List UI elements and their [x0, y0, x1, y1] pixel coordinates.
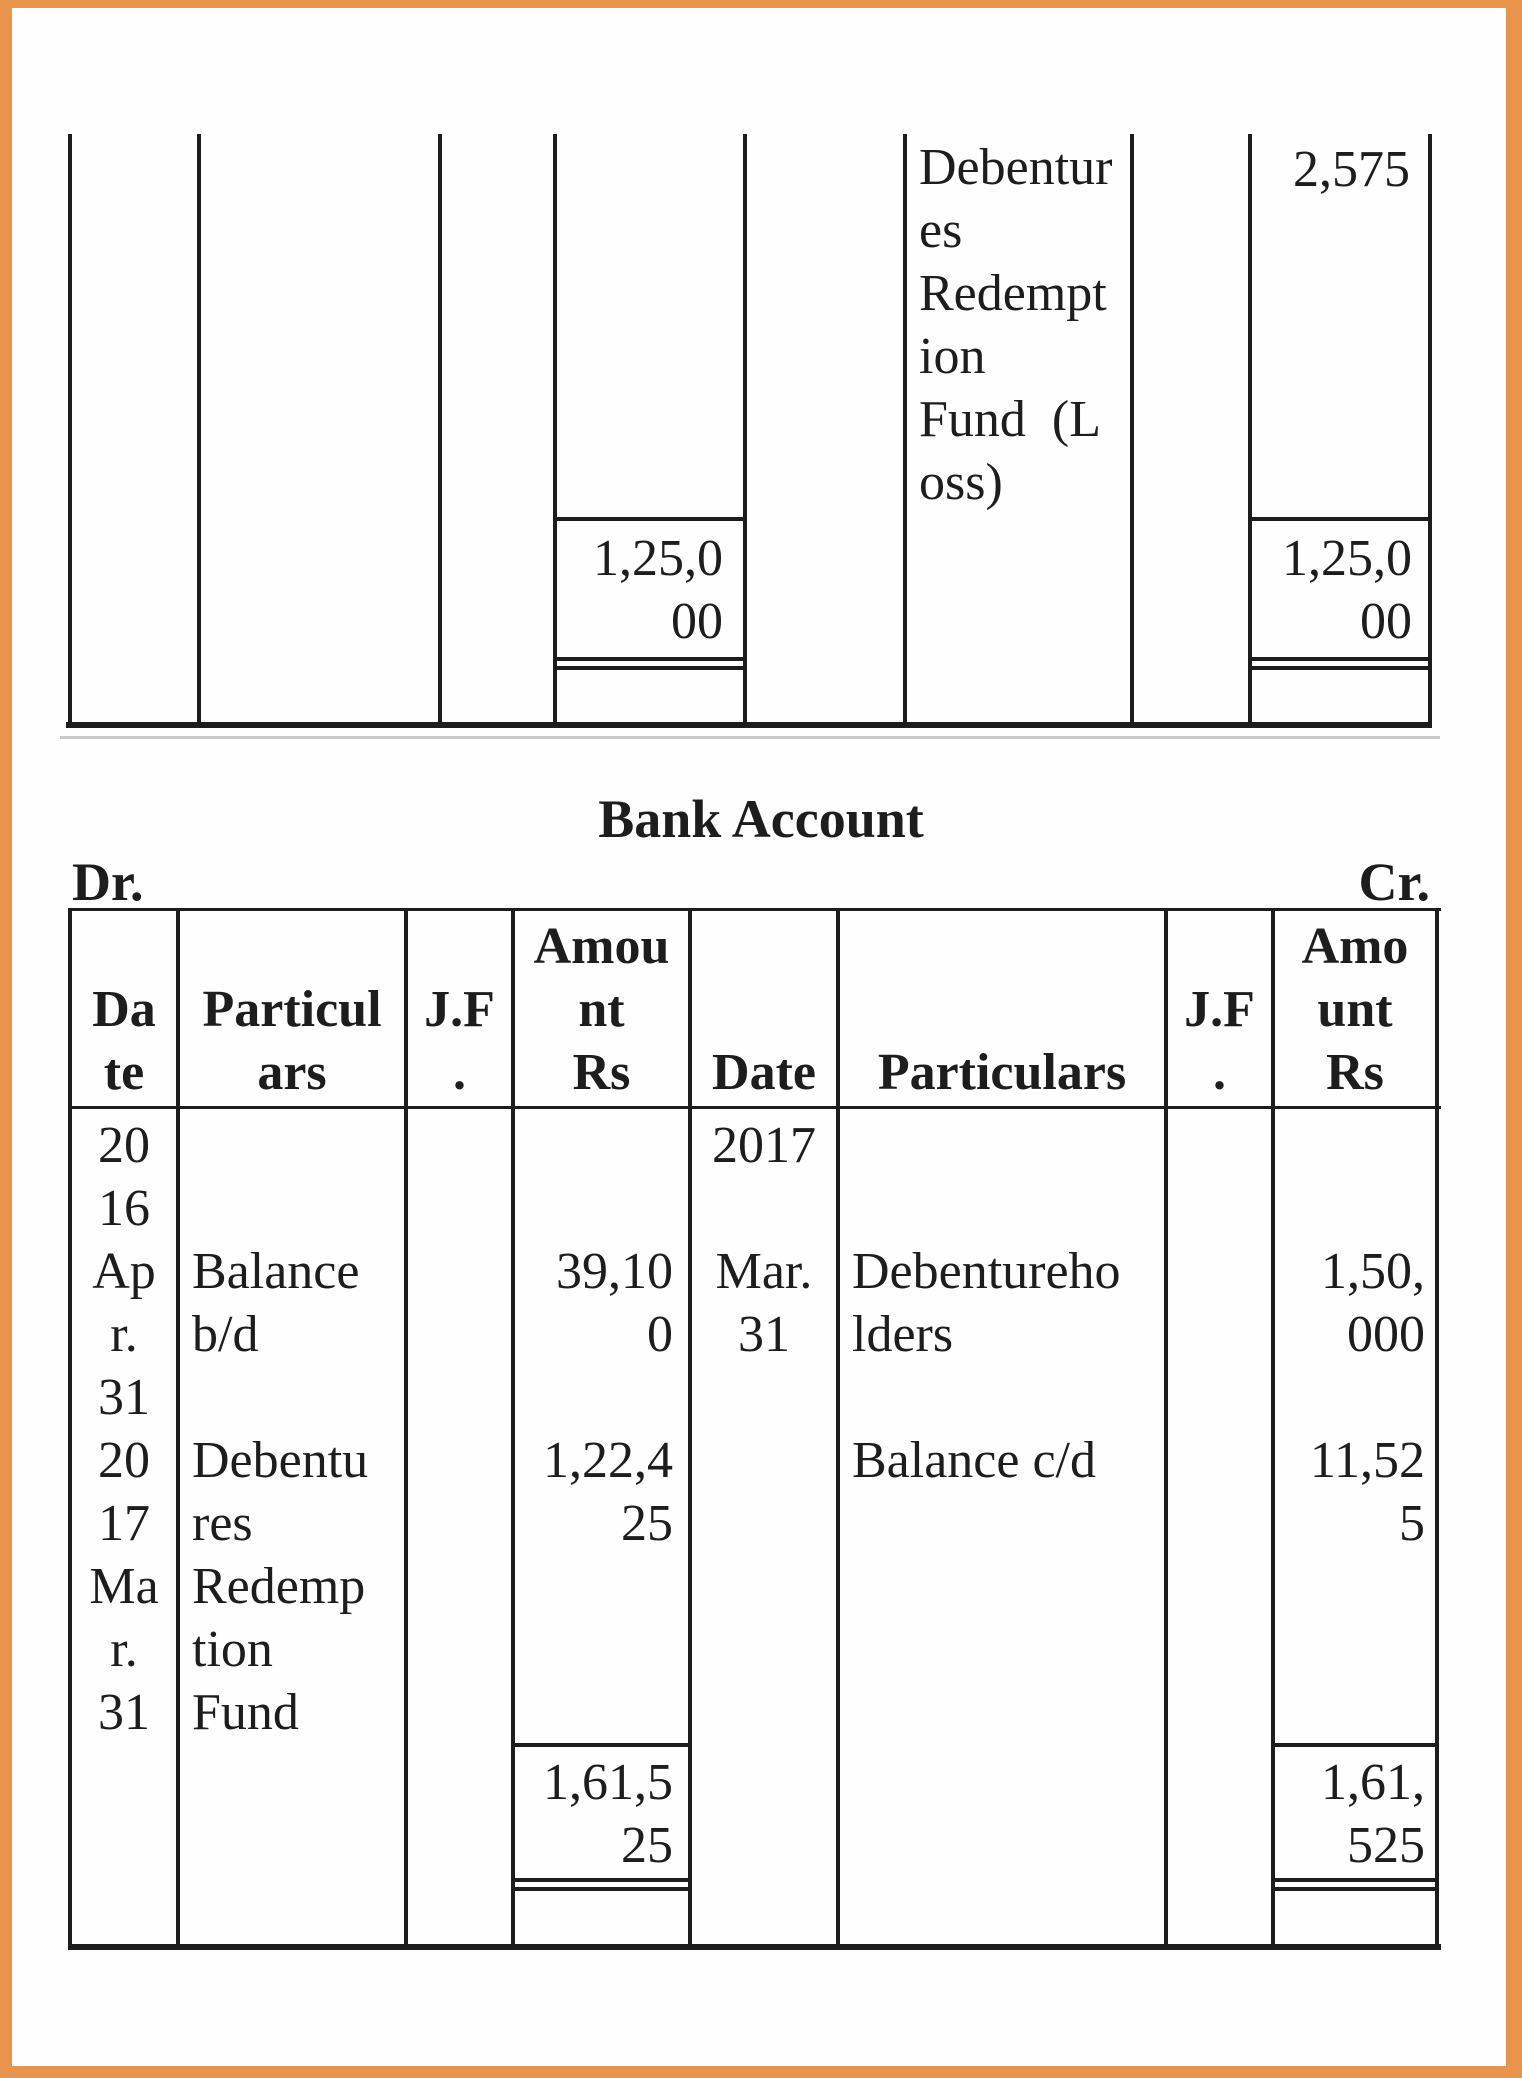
debit-amount-column: 39,10 0 1,22,4 25	[543, 1243, 673, 1552]
header-jf-cr: J.F .	[1184, 981, 1255, 1101]
table-top-border	[68, 908, 1441, 911]
double-rule-bottom	[513, 1887, 690, 1891]
debit-particulars-column: Balance b/d Debentu res Redemp tion Fund	[192, 1243, 369, 1741]
table-column-line	[1164, 908, 1168, 1950]
header-jf-dr: J.F .	[424, 981, 495, 1101]
top-credit-total: 1,25,0 00	[1282, 530, 1412, 650]
table-column-line	[1435, 908, 1439, 1950]
table-column-line	[1130, 134, 1134, 728]
header-amount-cr: Amo unt Rs	[1301, 918, 1409, 1101]
double-rule-top	[1273, 1878, 1437, 1882]
header-underline	[68, 1106, 1441, 1109]
credit-particulars-column: Debentureho lders Balance c/d	[852, 1243, 1121, 1489]
credit-amount-column: 1,50, 000 11,52 5	[1309, 1243, 1425, 1552]
header-date-cr: Date	[712, 1044, 816, 1101]
table-column-line	[1248, 134, 1252, 728]
table-column-line	[1428, 134, 1432, 728]
credit-date-column: 2017 Mar. 31	[712, 1117, 816, 1363]
debit-total: 1,61,5 25	[543, 1754, 673, 1874]
total-rule-above	[1273, 1743, 1437, 1747]
header-amount-dr: Amou nt Rs	[533, 918, 670, 1101]
table-bottom-border	[66, 722, 1432, 728]
table-column-line	[743, 134, 747, 728]
top-credit-entry-amount: 2,575	[1293, 141, 1410, 198]
double-rule-top	[555, 657, 745, 661]
double-rule-bottom	[1273, 1887, 1437, 1891]
top-credit-particulars: Debentur es Redempt ion Fund (L oss)	[919, 139, 1113, 511]
table-bottom-border	[68, 1944, 1441, 1950]
table-column-line	[176, 908, 180, 1950]
table-column-line	[68, 908, 72, 1950]
table-column-line	[553, 134, 557, 728]
double-rule-top	[513, 1878, 690, 1882]
double-rule-top	[1250, 657, 1430, 661]
debit-date-column: 20 16 Ap r. 31 20 17 Ma r. 31	[89, 1117, 159, 1741]
header-particulars-dr: Particul ars	[202, 981, 382, 1101]
table-column-line	[68, 134, 72, 728]
table-column-line	[1271, 908, 1275, 1950]
table-column-line	[511, 908, 515, 1950]
table-column-line	[688, 908, 692, 1950]
header-particulars-cr: Particulars	[877, 1044, 1127, 1101]
top-debit-total: 1,25,0 00	[593, 530, 723, 650]
header-date-dr: Da te	[92, 981, 156, 1101]
double-rule-bottom	[555, 666, 745, 670]
double-rule-bottom	[1250, 666, 1430, 670]
table-column-line	[197, 134, 201, 728]
account-title: Bank Account	[598, 789, 924, 849]
scan-shadow-line	[60, 736, 1440, 739]
cr-label: Cr.	[1358, 852, 1430, 912]
table-column-line	[438, 134, 442, 728]
total-rule-above	[555, 517, 745, 521]
table-column-line	[836, 908, 840, 1950]
table-column-line	[404, 908, 408, 1950]
table-column-line	[903, 134, 907, 728]
credit-total: 1,61, 525	[1321, 1754, 1425, 1874]
dr-label: Dr.	[72, 852, 144, 912]
total-rule-above	[513, 1743, 690, 1747]
total-rule-above	[1250, 517, 1430, 521]
